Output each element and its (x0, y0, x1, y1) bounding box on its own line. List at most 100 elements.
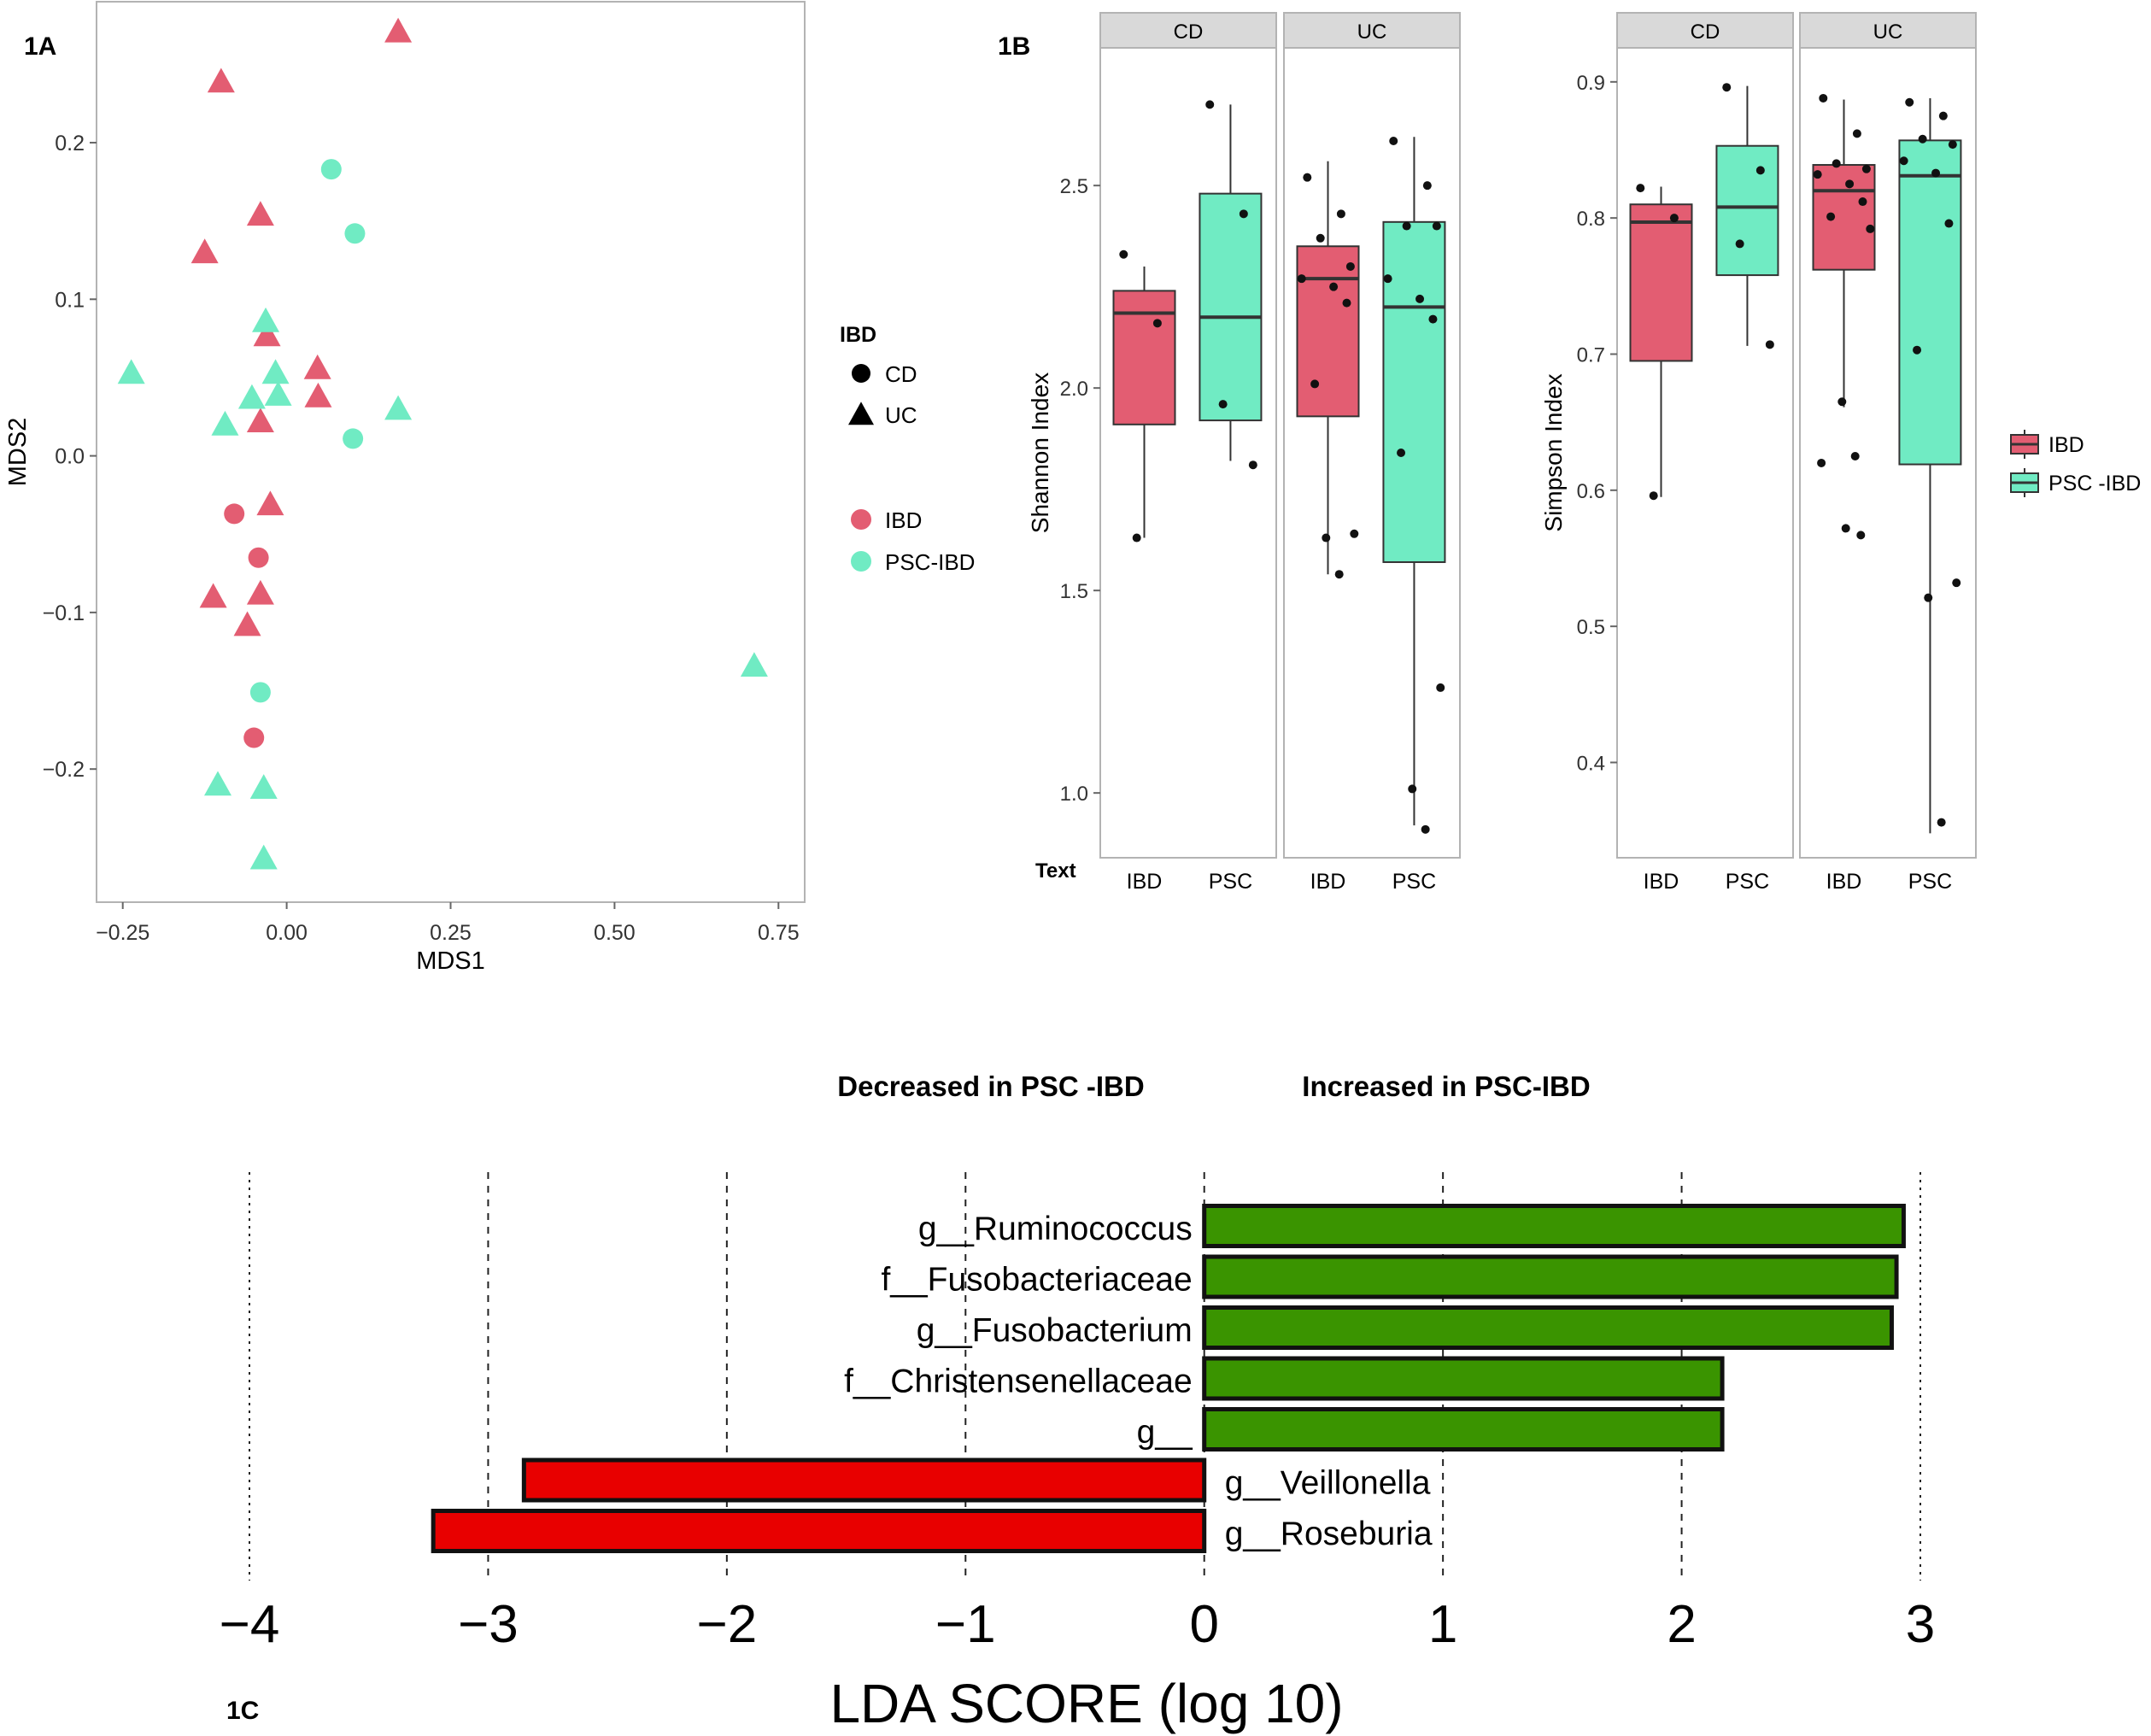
scatter-point (249, 682, 271, 703)
box-point (1837, 397, 1847, 407)
scatter-point (211, 410, 239, 436)
box-point (1303, 173, 1312, 182)
box-point (1297, 274, 1306, 284)
box-point (1858, 197, 1867, 207)
legend-circle-icon (852, 364, 870, 383)
x-tick-label: −1 (935, 1595, 996, 1654)
scatter-point (256, 490, 284, 516)
panel-label-1b: 1B (998, 32, 1030, 61)
legend-color-label: PSC-IBD (885, 549, 975, 575)
y-axis-label: Simpson Index (1540, 373, 1567, 531)
header-increased: Increased in PSC-IBD (1302, 1070, 1590, 1102)
box-point (1765, 340, 1774, 349)
x-tick-label: 0.50 (594, 921, 636, 945)
box-category-label: PSC (1908, 870, 1952, 894)
box-category-label: IBD (1127, 870, 1163, 894)
box-point (1248, 460, 1257, 470)
facet-panel (1099, 47, 1277, 859)
header-decreased: Decreased in PSC -IBD (837, 1070, 1144, 1102)
x-tick-label: −3 (458, 1595, 519, 1654)
bar-category-label: g__Fusobacterium (917, 1312, 1193, 1349)
y-tick-label: 2.0 (1060, 378, 1088, 401)
scatter-point (261, 359, 290, 384)
box-iqr (1629, 203, 1693, 362)
facet-label: CD (1174, 21, 1204, 44)
corner-text-label: Text (1035, 859, 1076, 883)
facet-strip (1099, 12, 1277, 49)
x-tick-label: 0.75 (758, 921, 800, 945)
box-point (1422, 181, 1432, 191)
bar-category-label: g__Veillonella (1225, 1465, 1431, 1502)
legend-color-swatch (851, 509, 871, 530)
box-category-label: PSC (1726, 870, 1769, 894)
lda-bar (1202, 1407, 1725, 1452)
y-tick-label: −0.2 (43, 758, 85, 782)
box-iqr (1898, 139, 1962, 466)
y-tick-label: 0.2 (55, 132, 85, 155)
scatter-point (224, 503, 245, 525)
box-point (1924, 593, 1933, 602)
box-iqr (1199, 192, 1263, 422)
box-point (1334, 570, 1344, 579)
box-point (1722, 83, 1732, 92)
lda-bar (1202, 1356, 1725, 1401)
legend-shape-label: UC (885, 402, 917, 428)
box-point (1383, 274, 1392, 284)
box-point (1119, 249, 1128, 259)
facet-strip (1799, 12, 1977, 49)
scatter-point (246, 579, 274, 605)
y-tick-label: 0.0 (55, 445, 85, 469)
y-tick-label: 0.7 (1577, 343, 1605, 367)
y-tick-label: 0.4 (1577, 752, 1605, 775)
box-category-label: PSC (1392, 870, 1436, 894)
scatter-point (253, 321, 281, 347)
box-point (1735, 239, 1744, 249)
x-axis-label: MDS1 (416, 947, 485, 975)
scatter-point (117, 359, 145, 384)
y-tick-label: 1.0 (1060, 783, 1088, 806)
x-axis-label: LDA SCORE (log 10) (829, 1673, 1343, 1734)
legend-shape-title: IBD (840, 323, 876, 347)
lda-bar (521, 1457, 1207, 1503)
box-point (1329, 282, 1339, 291)
scatter-point (344, 223, 366, 244)
scatter-point (384, 17, 413, 43)
box-category-label: PSC (1209, 870, 1252, 894)
box-iqr (1296, 245, 1360, 418)
box-point (1832, 159, 1841, 168)
scatter-point (246, 408, 274, 433)
facet-strip (1616, 12, 1794, 49)
box-point (1852, 129, 1861, 138)
lda-bar (1202, 1305, 1894, 1350)
scatter-point (237, 384, 266, 409)
x-tick-label: 0.00 (266, 921, 308, 945)
scatter-point (248, 547, 269, 568)
box-point (1845, 179, 1855, 189)
scatter-point (740, 652, 768, 677)
y-tick-label: 0.6 (1577, 480, 1605, 503)
x-tick-label: 3 (1906, 1595, 1935, 1654)
box-category-label: IBD (1826, 870, 1862, 894)
facet-strip (1283, 12, 1461, 49)
box-point (1813, 170, 1822, 179)
scatter-point (304, 382, 332, 408)
panel-1b-shannon: CD IBD PSC UC IBD PSC 1.0 1.5 2.0 2.5 Shannon Inde… (998, 12, 1461, 894)
box-point (1866, 224, 1875, 233)
bar-category-label: g__Roseburia (1225, 1516, 1433, 1552)
box-point (1132, 533, 1141, 542)
box-point (1850, 451, 1860, 460)
scatter-point (249, 774, 278, 799)
box-point (1342, 298, 1351, 308)
box-point (1415, 294, 1425, 303)
x-tick-label: 0.25 (430, 921, 472, 945)
scatter-point (303, 354, 331, 379)
y-tick-label: 0.5 (1577, 616, 1605, 639)
bar-category-label: g__ (1137, 1414, 1193, 1451)
panel-1a: 1A −0.25 0.00 0.25 0.50 0.75 −0.2 −0.1 0.0 0.1 0.2… (4, 1, 975, 975)
box-point (1322, 533, 1331, 542)
box-point (1755, 166, 1765, 175)
scatter-point (204, 771, 232, 796)
y-tick-label: 0.8 (1577, 208, 1605, 231)
box-point (1205, 100, 1215, 109)
legend-box-label: IBD (2048, 433, 2084, 457)
